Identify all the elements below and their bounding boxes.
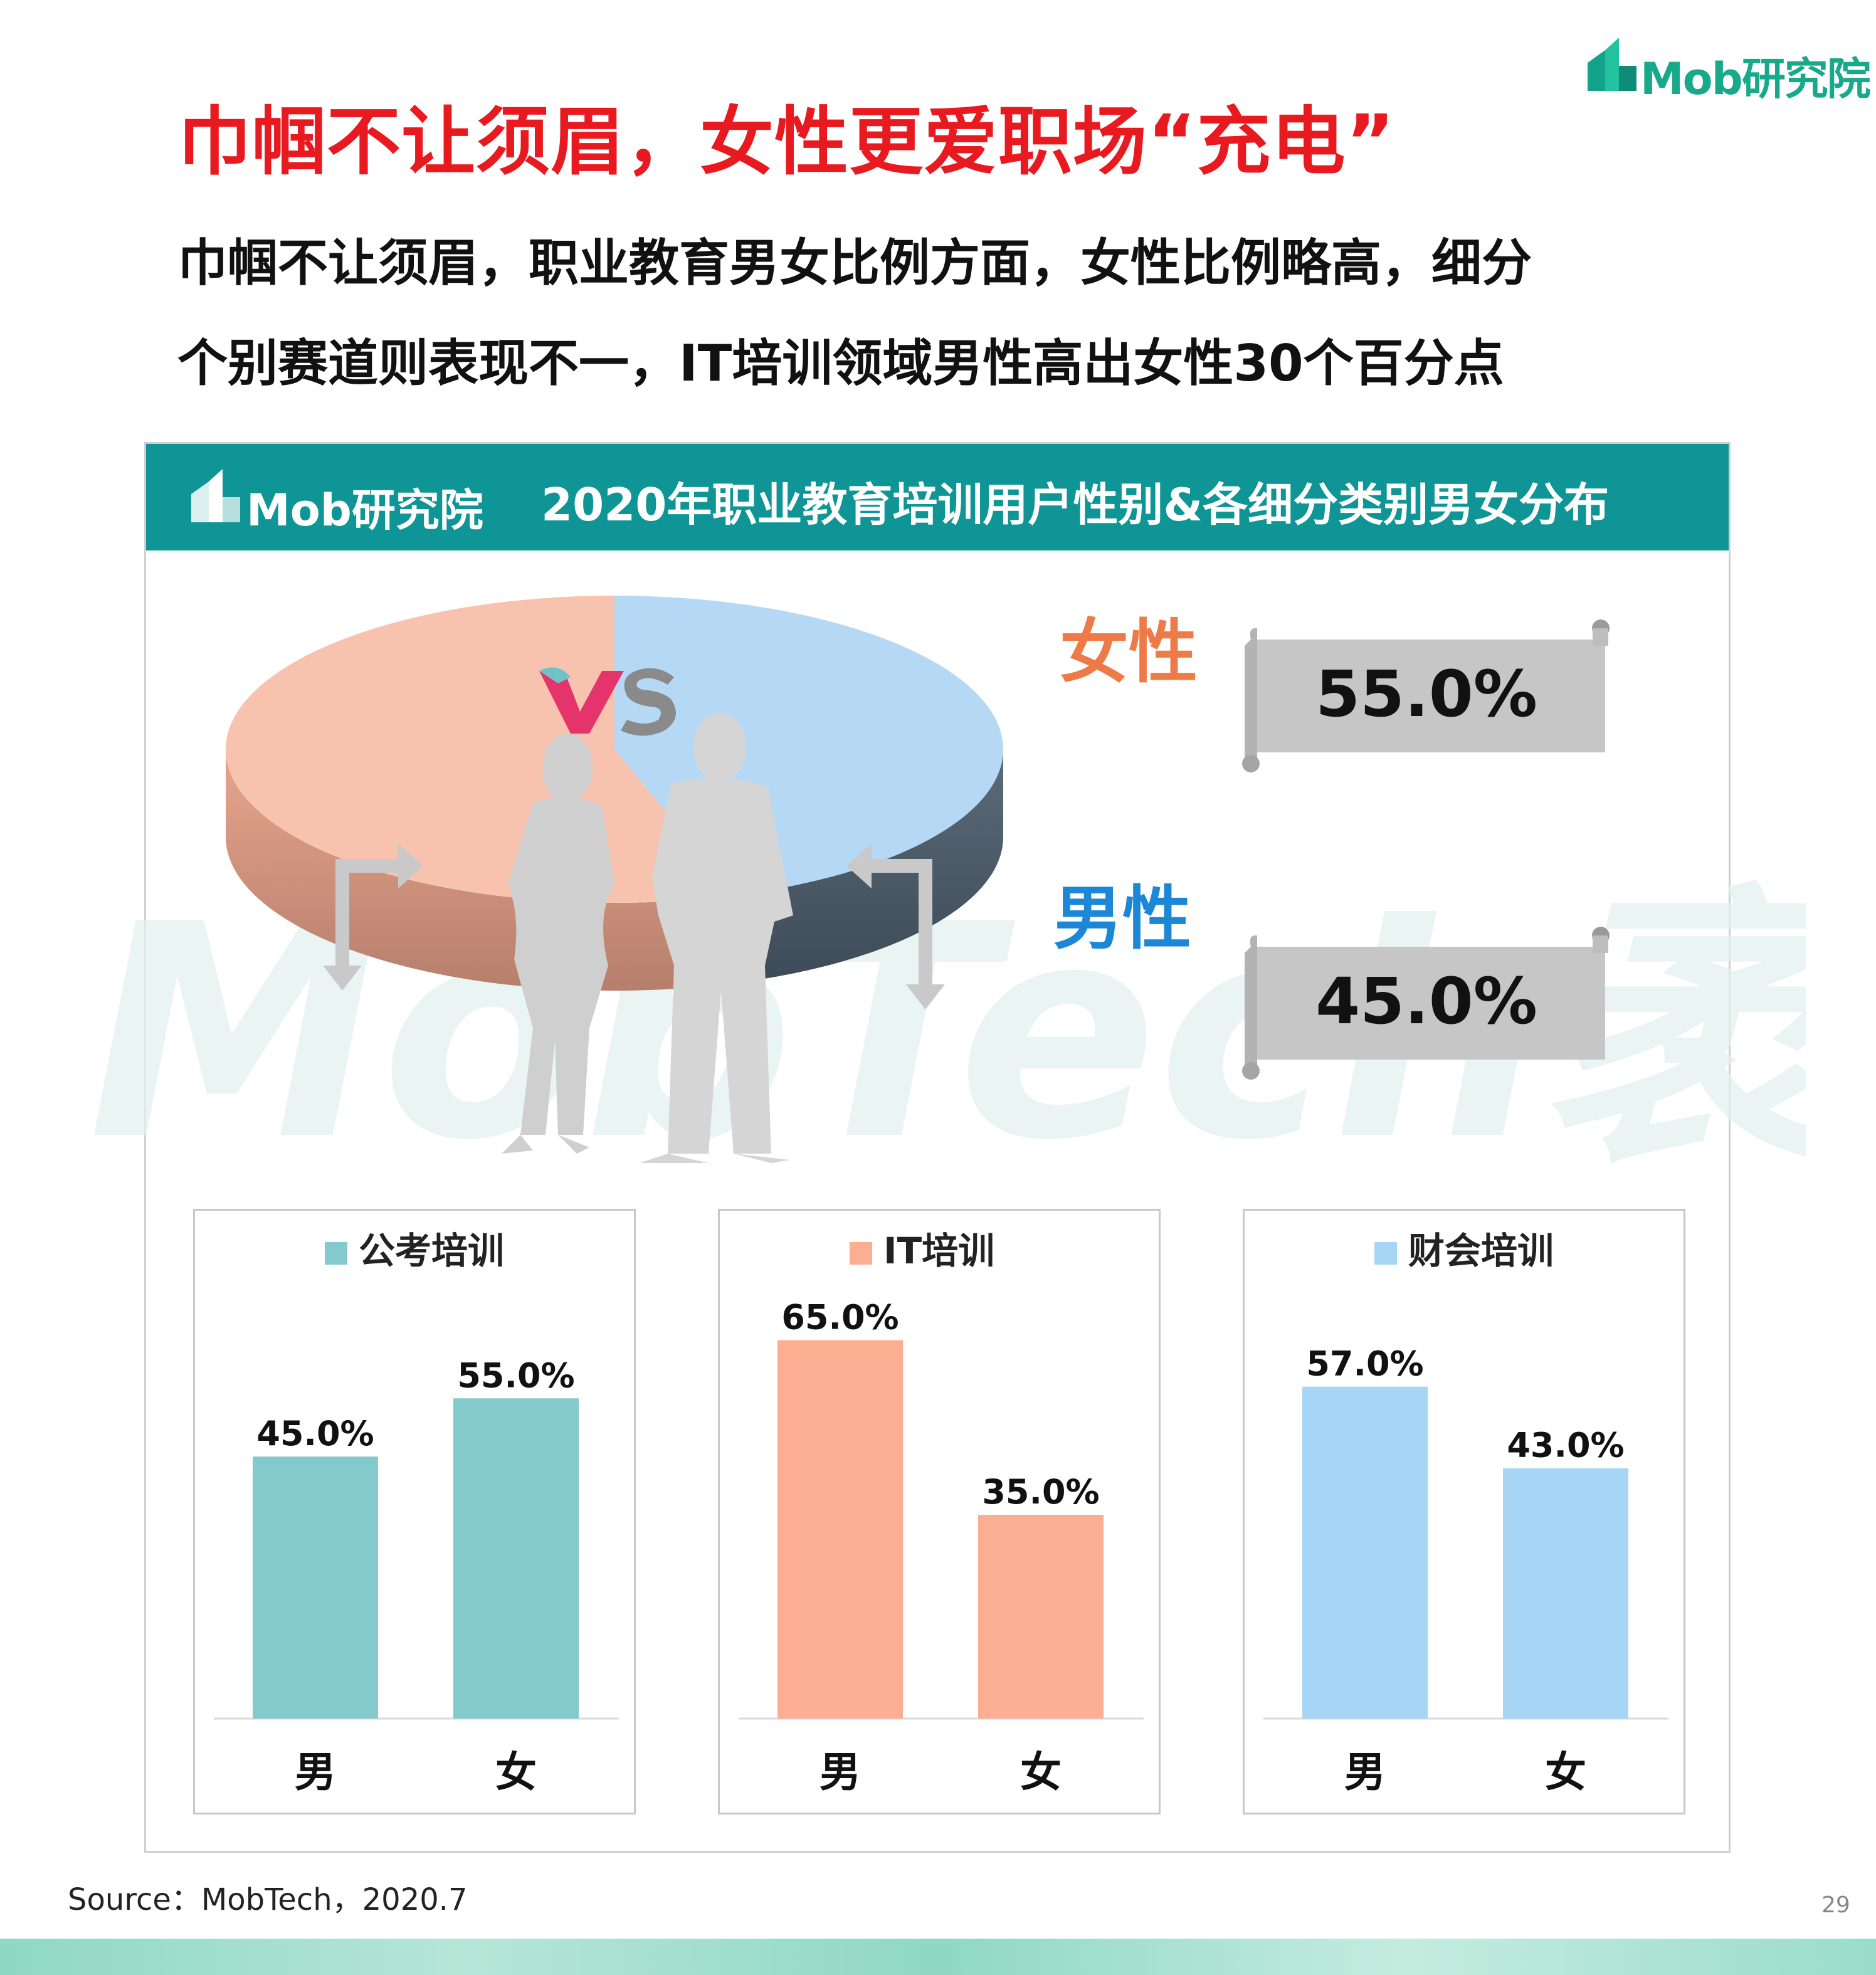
legend-swatch bbox=[325, 1242, 347, 1265]
bar-chart-gongkao: 公考培训 45.0% 男 55.0% 女 bbox=[193, 1209, 636, 1814]
male-percentage-value: 45.0% bbox=[1315, 964, 1537, 1039]
category-label: 男 bbox=[1344, 1748, 1386, 1796]
source-note: Source：MobTech，2020.7 bbox=[68, 1882, 468, 1917]
category-label: 女 bbox=[495, 1748, 537, 1796]
category-label: 女 bbox=[1545, 1748, 1586, 1796]
footer-band bbox=[0, 1939, 1876, 1975]
page-title: 巾帼不让须眉，女性更爱职场“充电” bbox=[177, 98, 1396, 185]
page-number: 29 bbox=[1821, 1892, 1850, 1918]
rotate-arrow-left-icon bbox=[323, 843, 423, 991]
scroll-banner-icon bbox=[1242, 619, 1610, 772]
male-percentage-scroll: 45.0% bbox=[1238, 922, 1615, 1085]
page-subtitle-line1: 巾帼不让须眉，职业教育男女比例方面，女性比例略高，细分 bbox=[177, 234, 1532, 292]
building-logo-icon bbox=[191, 469, 240, 522]
panel-logo-text: Mob研究院 bbox=[246, 485, 483, 536]
bar-male bbox=[777, 1340, 903, 1719]
businessman-silhouette bbox=[640, 713, 793, 1163]
data-label: 43.0% bbox=[1507, 1426, 1624, 1465]
legend-swatch bbox=[850, 1242, 872, 1265]
data-label: 57.0% bbox=[1306, 1344, 1423, 1384]
female-percentage-scroll: 55.0% bbox=[1238, 614, 1615, 777]
legend-swatch bbox=[1374, 1242, 1397, 1265]
category-label: 男 bbox=[819, 1748, 861, 1796]
page-subtitle-line2: 个别赛道则表现不一，IT培训领域男性高出女性30个百分点 bbox=[177, 334, 1504, 392]
bar-female bbox=[1503, 1468, 1628, 1719]
scroll-banner-icon bbox=[1242, 927, 1610, 1080]
chart-title: 财会培训 bbox=[1408, 1230, 1554, 1272]
female-percentage-value: 55.0% bbox=[1315, 657, 1537, 732]
chart-title: 公考培训 bbox=[359, 1230, 504, 1272]
vs-icon bbox=[539, 667, 676, 736]
data-label: 55.0% bbox=[457, 1356, 574, 1395]
chart-title: IT培训 bbox=[883, 1230, 994, 1272]
building-logo-icon bbox=[1588, 38, 1636, 91]
businesswoman-silhouette bbox=[502, 734, 614, 1154]
rotate-arrow-right-icon bbox=[846, 843, 945, 1009]
category-label: 男 bbox=[295, 1748, 336, 1796]
pie-side-female bbox=[226, 749, 735, 991]
data-label: 65.0% bbox=[781, 1297, 898, 1337]
panel-logo: Mob研究院 bbox=[184, 463, 483, 536]
female-label: 女性 bbox=[1060, 612, 1198, 692]
bar-female bbox=[978, 1515, 1104, 1719]
category-label: 女 bbox=[1020, 1748, 1062, 1796]
male-label: 男性 bbox=[1053, 878, 1191, 959]
bar-female bbox=[453, 1398, 579, 1719]
bar-male bbox=[1302, 1386, 1428, 1719]
data-label: 35.0% bbox=[982, 1472, 1099, 1512]
chart-panel: Mob研究院 2020年职业教育培训用户性别&各细分类别男女分布 bbox=[144, 442, 1731, 1853]
mob-logo: Mob研究院 bbox=[1580, 31, 1871, 105]
logo-text: Mob研究院 bbox=[1640, 53, 1871, 105]
bar-male bbox=[253, 1456, 378, 1719]
panel-title: 2020年职业教育培训用户性别&各细分类别男女分布 bbox=[541, 478, 1610, 531]
bar-chart-caikuai: 财会培训 57.0% 男 43.0% 女 bbox=[1243, 1209, 1685, 1814]
bar-chart-it: IT培训 65.0% 男 35.0% 女 bbox=[718, 1209, 1161, 1814]
panel-header: Mob研究院 2020年职业教育培训用户性别&各细分类别男女分布 bbox=[146, 444, 1729, 550]
data-label: 45.0% bbox=[256, 1414, 374, 1453]
